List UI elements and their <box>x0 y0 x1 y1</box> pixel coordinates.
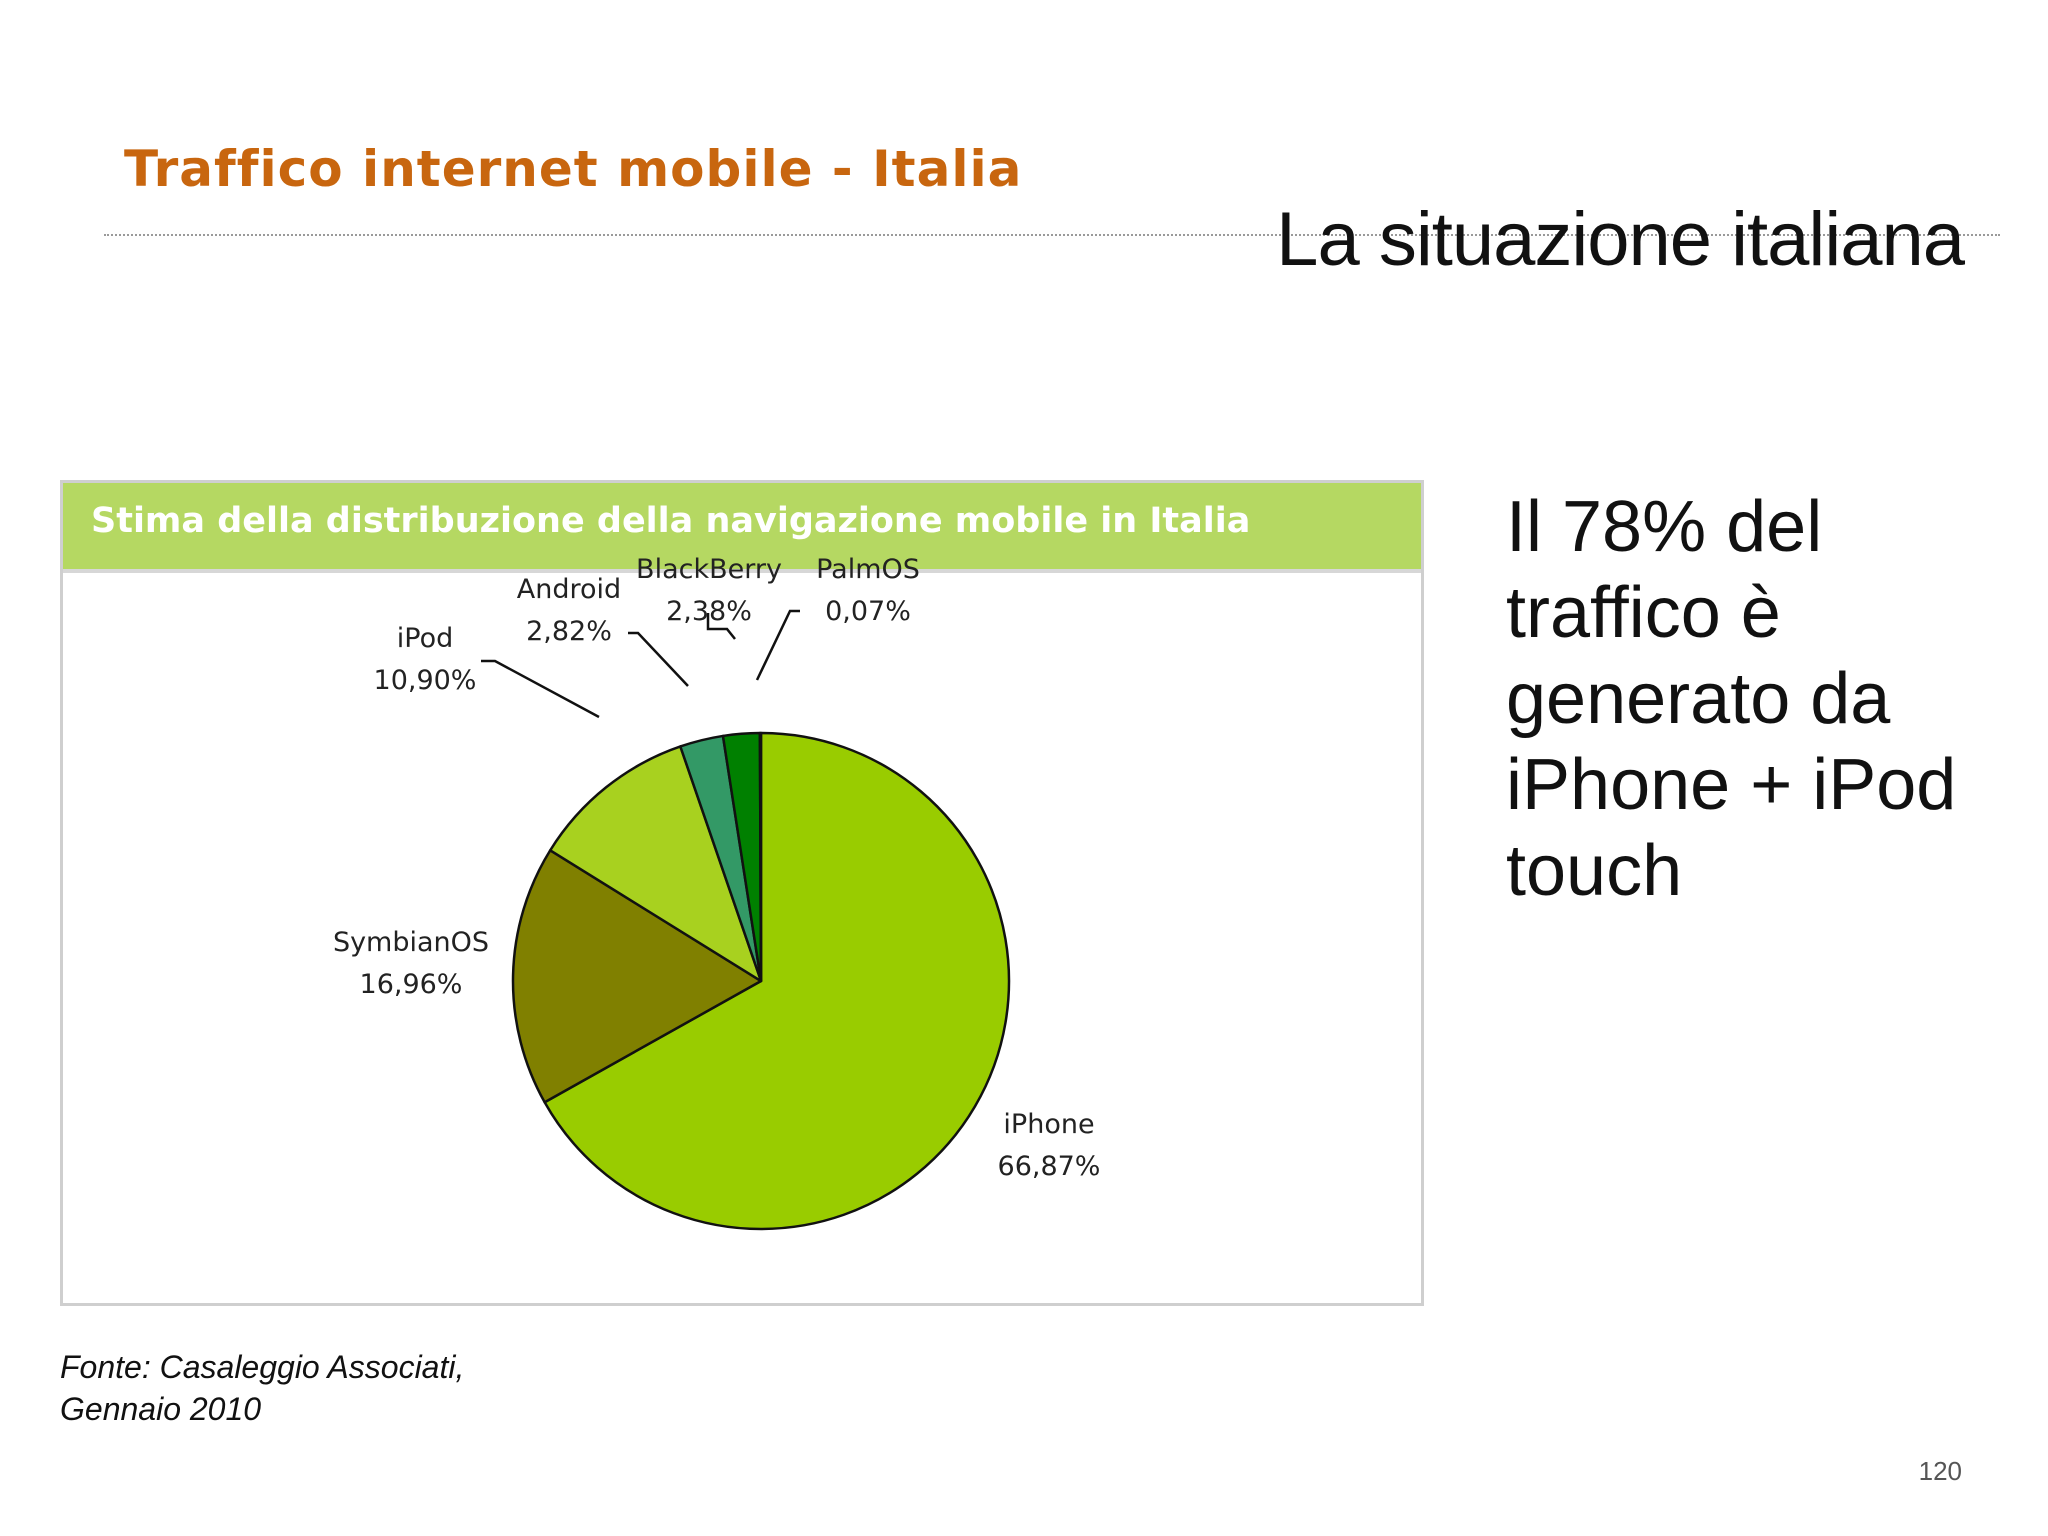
slice-value-blackberry: 2,38% <box>666 596 752 627</box>
side-text: Il 78% del traffico è generato da iPhone… <box>1506 487 1957 911</box>
slice-value-iphone: 66,87% <box>998 1151 1101 1182</box>
slice-value-ipod: 10,90% <box>374 665 477 696</box>
slice-value-symbianos: 16,96% <box>360 969 463 1000</box>
slice-name-ipod: iPod <box>397 623 453 654</box>
source-note: Fonte: Casaleggio Associati, Gennaio 201… <box>60 1349 465 1427</box>
slide-title: La situazione italiana <box>1276 197 1965 282</box>
chart-title: Stima della distribuzione della navigazi… <box>91 501 1251 541</box>
slice-value-palmos: 0,07% <box>825 596 911 627</box>
slide-header: Traffico internet mobile - Italia <box>124 140 1023 198</box>
pie-chart: iPhone 66,87% SymbianOS 16,96% iPod 10,90% And… <box>333 554 1101 1231</box>
leader-line-android <box>628 631 689 687</box>
slice-name-palmos: PalmOS <box>816 554 920 585</box>
page-number: 120 <box>1918 1456 1962 1486</box>
pie-slice-iphone <box>543 731 1011 1231</box>
slice-name-blackberry: BlackBerry <box>636 554 782 585</box>
leader-line-palmos <box>755 609 800 681</box>
pie-slice-ipod <box>548 745 763 983</box>
chart-title-banner: Stima della distribuzione della navigazi… <box>63 483 1421 573</box>
slice-name-symbianos: SymbianOS <box>333 927 489 958</box>
chart-frame: Stima della distribuzione della navigazi… <box>60 480 1424 1306</box>
slice-name-iphone: iPhone <box>1003 1109 1094 1140</box>
leader-line-ipod <box>481 659 600 719</box>
header-divider <box>104 234 2000 236</box>
pie-slice-symbianos <box>511 849 763 1104</box>
pie-slice-palmos <box>758 731 763 983</box>
leader-line-blackberry <box>706 613 736 640</box>
slice-value-android: 2,82% <box>526 616 612 647</box>
slice-name-android: Android <box>517 574 621 605</box>
